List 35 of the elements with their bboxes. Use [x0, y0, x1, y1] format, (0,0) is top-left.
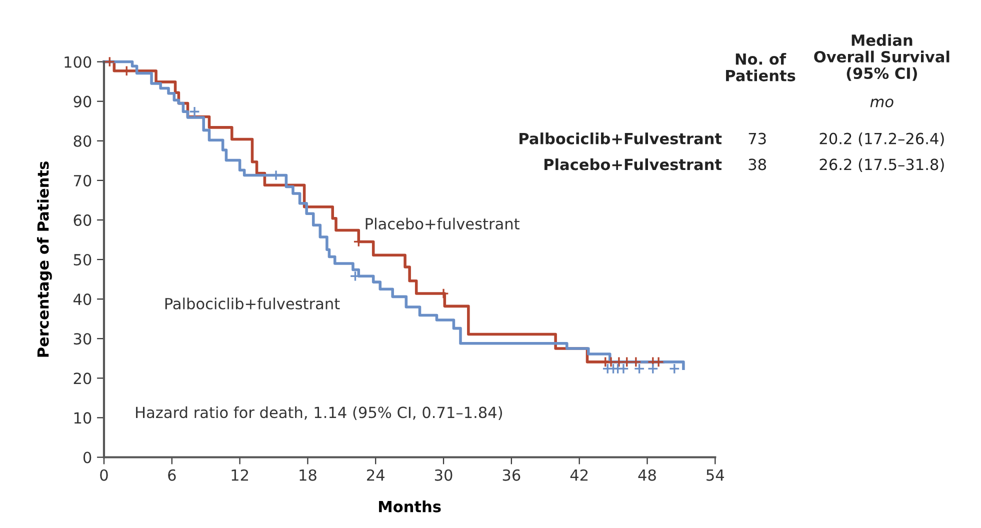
y-tick-label: 100: [64, 56, 92, 68]
text: No. of Patients: [726, 52, 796, 82]
x-tick-label: 0: [100, 469, 108, 481]
x-tick-label: 18: [300, 469, 316, 481]
text: 73: [748, 132, 766, 144]
y-tick-label: 20: [74, 372, 92, 384]
text: mo: [870, 98, 894, 108]
text: 26.2 (17.5–31.8): [820, 158, 944, 172]
x-tick-label: 6: [168, 469, 176, 481]
y-axis-title: Percentage of Patients: [37, 162, 52, 357]
y-tick-label: 90: [74, 96, 92, 108]
y-tick-label: 40: [73, 294, 92, 306]
y-tick-label: 10: [74, 412, 92, 424]
x-tick-label: 24: [367, 469, 384, 481]
text: 20.2 (17.2–26.4): [820, 132, 944, 146]
y-tick-label: 70: [74, 174, 92, 186]
y-tick-label: 50: [74, 254, 92, 266]
annotation: Placebo+fulvestrant: [366, 218, 520, 230]
y-tick-label: 30: [74, 333, 92, 345]
x-tick-label: 36: [502, 469, 520, 481]
x-tick-label: 48: [638, 469, 656, 481]
annotation: Hazard ratio for death, 1.14 (95% CI, 0.71–1.84): [136, 406, 502, 420]
x-tick-label: 42: [570, 469, 588, 481]
y-tick-label: 80: [74, 135, 92, 147]
annotation: Palbociclib+Fulvestrant: [520, 132, 722, 144]
x-tick-label: 54: [706, 470, 724, 481]
annotation: Palbociclib+fulvestrant: [165, 298, 340, 310]
text: 38: [748, 158, 766, 170]
x-tick-label: 30: [434, 469, 452, 481]
y-tick-label: 60: [74, 214, 92, 226]
x-tick-label: 12: [232, 469, 248, 481]
text: Median Overall Survival (95% CI): [814, 34, 950, 81]
x-axis-title: Months: [379, 500, 441, 512]
annotation: Placebo+Fulvestrant: [544, 158, 722, 170]
y-tick-label: 0: [83, 452, 92, 464]
